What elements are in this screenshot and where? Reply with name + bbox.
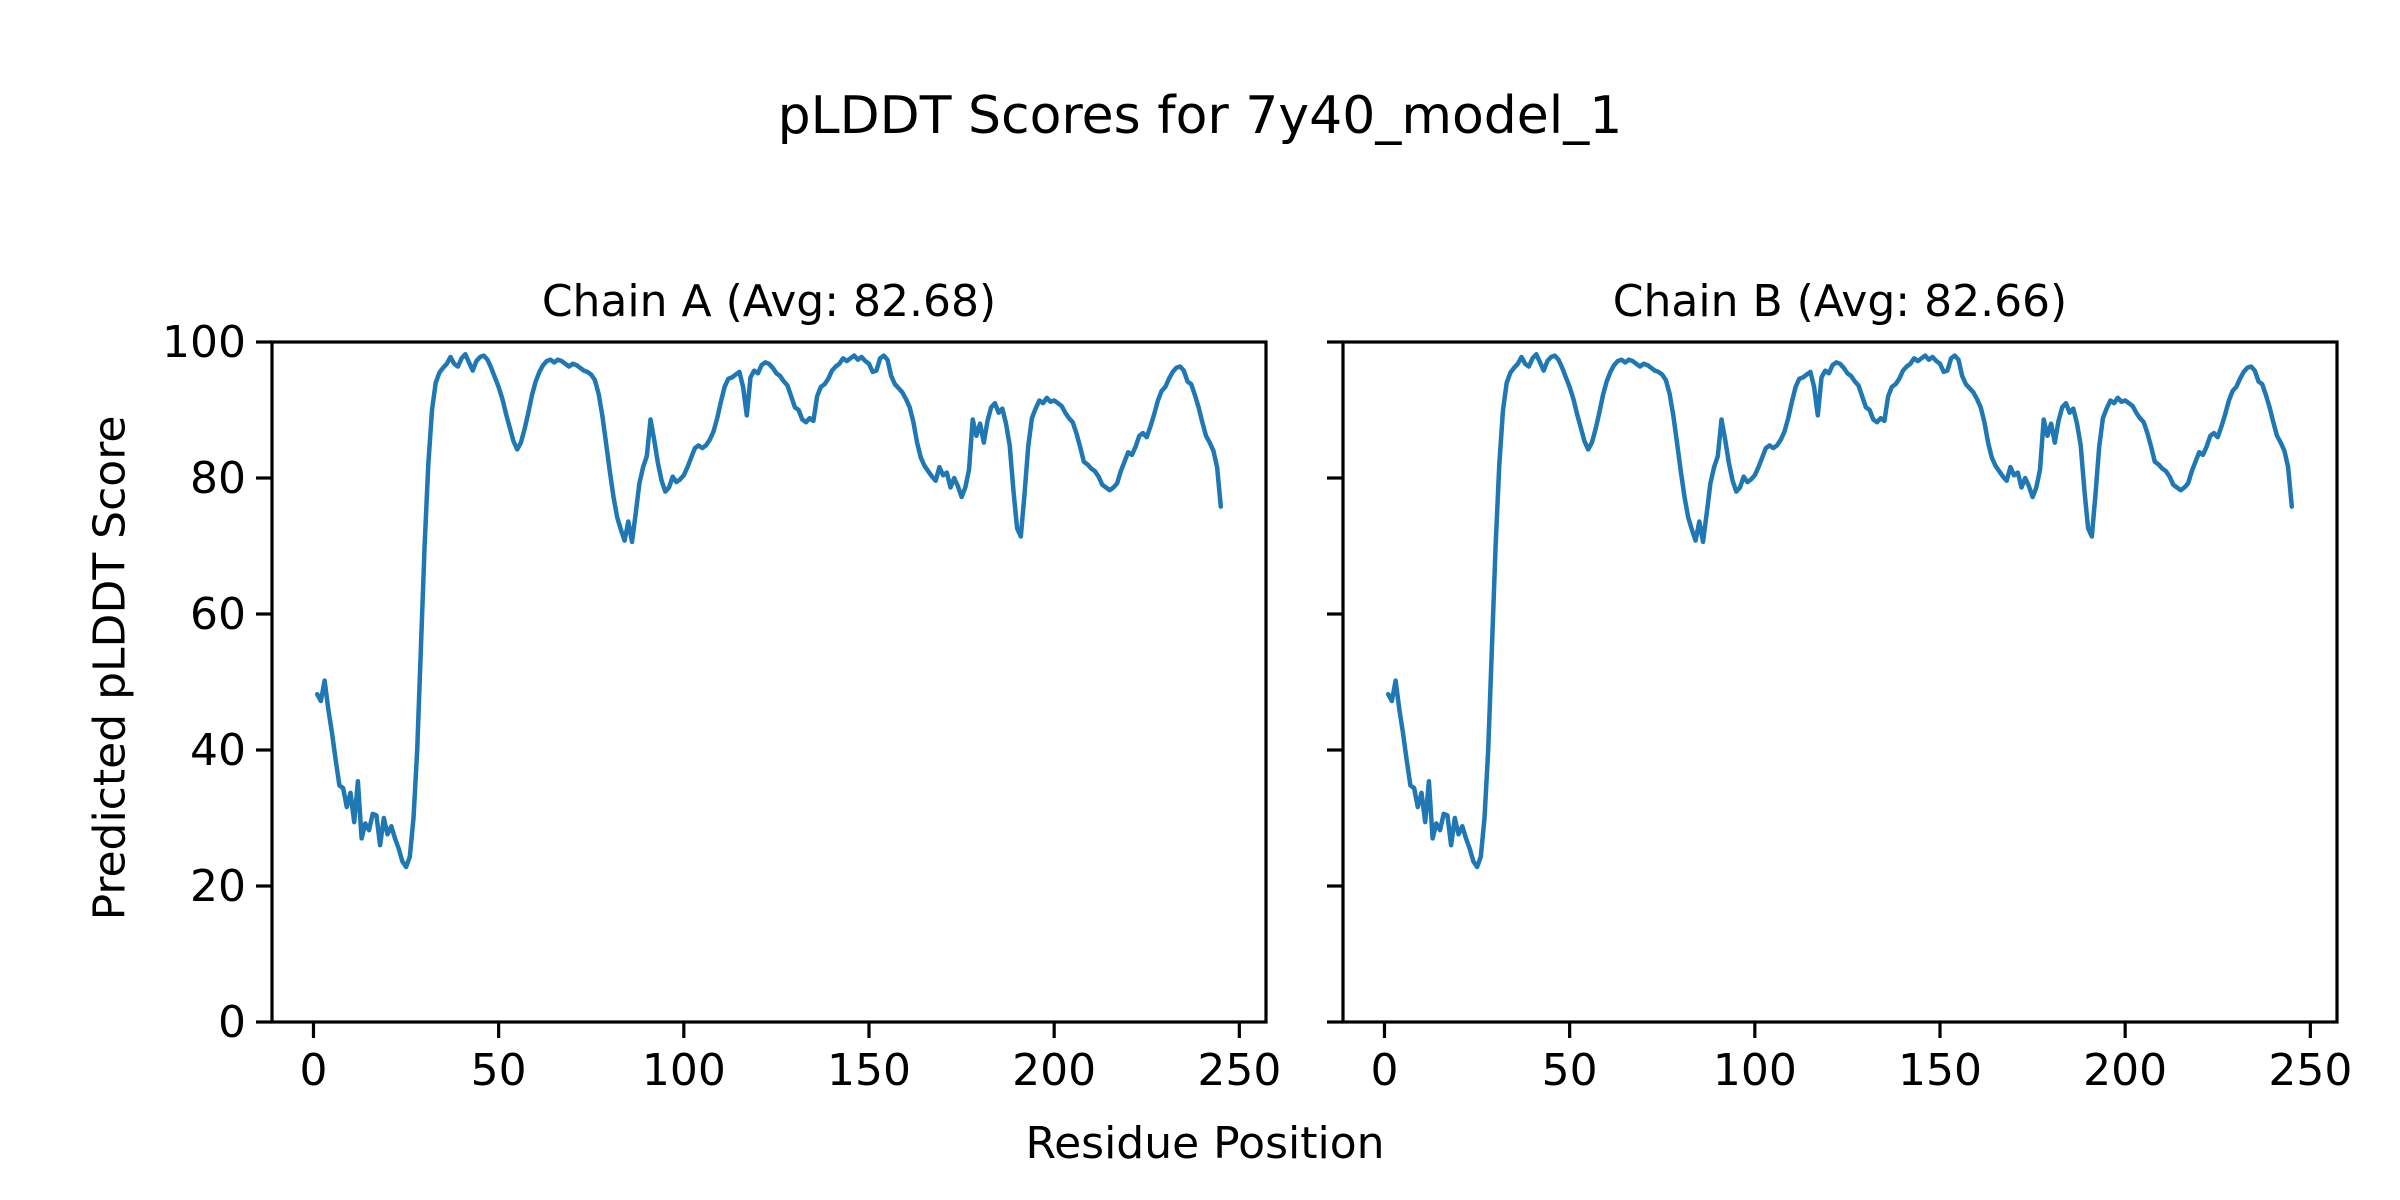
x-tick-label: 100	[1713, 1045, 1797, 1096]
x-axis-label: Residue Position	[1025, 1118, 1385, 1169]
chain-b-title: Chain B (Avg: 82.66)	[1612, 276, 2068, 327]
x-tick-label: 200	[2083, 1045, 2167, 1096]
y-tick-label: 20	[190, 861, 246, 912]
x-tick-label: 0	[299, 1045, 327, 1096]
x-tick-label: 250	[2268, 1045, 2352, 1096]
x-tick-label: 150	[827, 1045, 911, 1096]
plot-frame	[1341, 340, 2339, 1024]
chain-b-plddt-line	[1385, 351, 2295, 870]
x-tick-label: 150	[1898, 1045, 1982, 1096]
y-tick-label: 40	[190, 725, 246, 776]
x-tick-label: 200	[1012, 1045, 1096, 1096]
y-tick-label: 100	[162, 320, 246, 368]
x-tick-label: 50	[1542, 1045, 1598, 1096]
x-tick-label: 0	[1370, 1045, 1398, 1096]
chain-a-plot: 0 50 100 150 200 250 0 20 40 60 80 100	[162, 320, 1281, 1096]
y-tick-label: 60	[190, 589, 246, 640]
x-tick-label: 100	[642, 1045, 726, 1096]
chain-b-plot: 0 50 100 150 200 250	[1327, 340, 2352, 1096]
y-tick-label: 80	[190, 453, 246, 504]
chain-a-plddt-line	[314, 351, 1224, 870]
x-tick-label: 250	[1197, 1045, 1281, 1096]
x-tick-label: 50	[471, 1045, 527, 1096]
figure-title: pLDDT Scores for 7y40_model_1	[777, 86, 1623, 146]
plot-frame	[270, 340, 1268, 1024]
chain-a-title: Chain A (Avg: 82.68)	[541, 276, 997, 327]
y-tick-label: 0	[218, 997, 246, 1048]
